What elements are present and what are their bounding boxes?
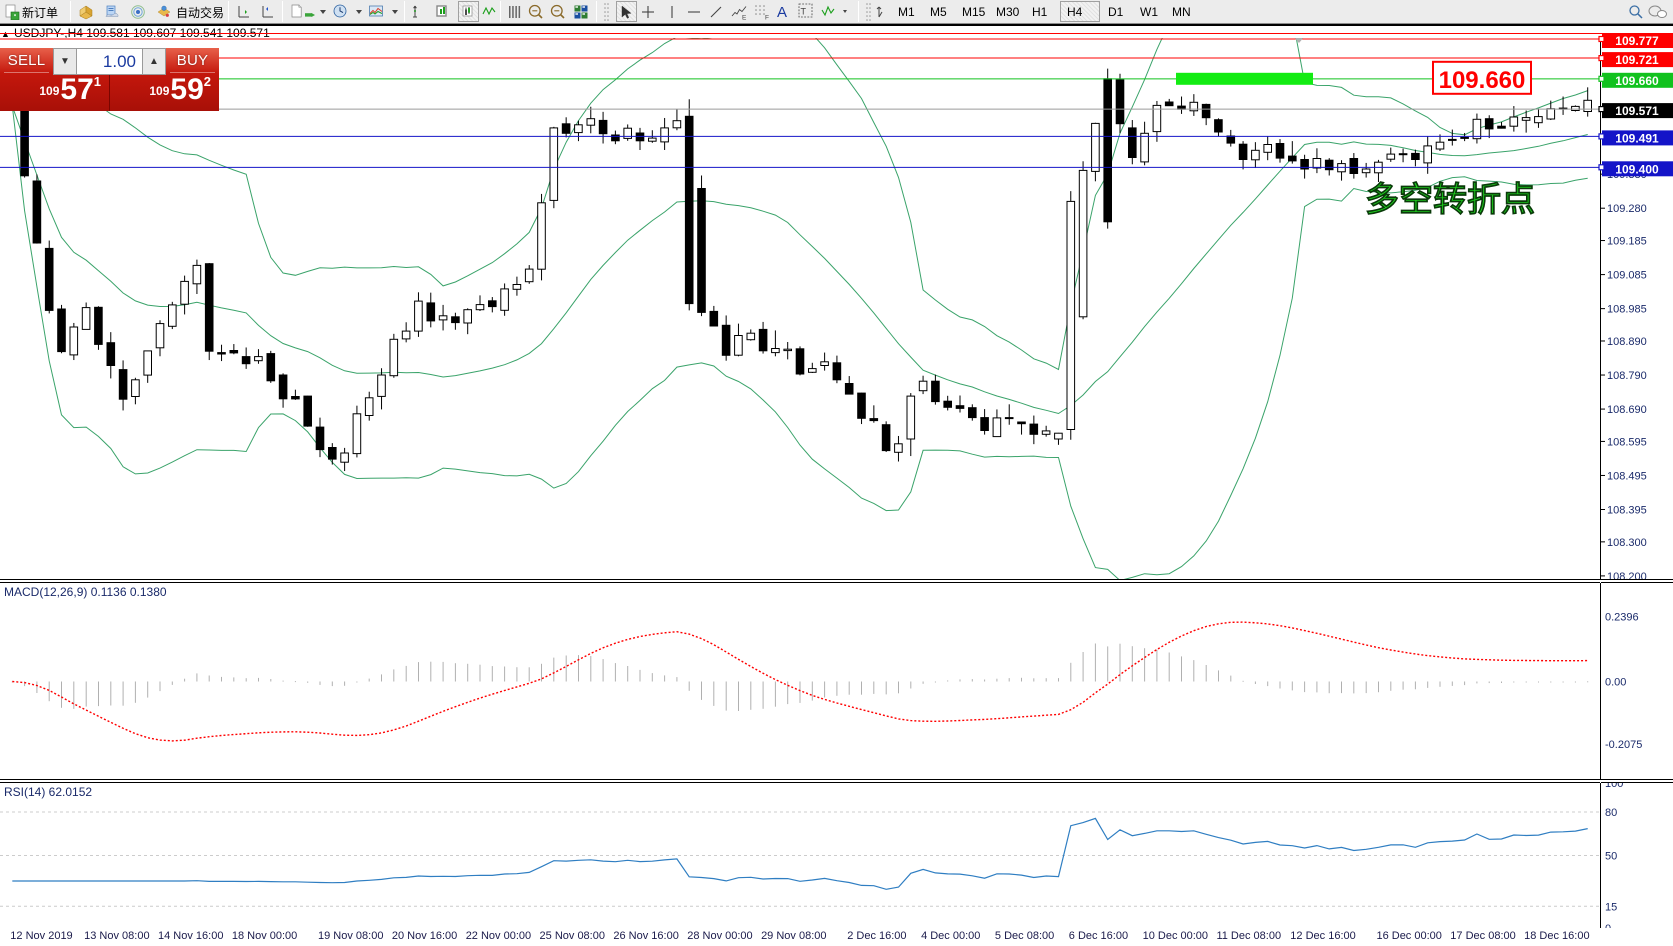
svg-text:0.2396: 0.2396 [1605, 612, 1639, 624]
svg-text:0.00: 0.00 [1605, 677, 1626, 689]
svg-text:109.400: 109.400 [1615, 162, 1659, 176]
svg-text:多空转折点: 多空转折点 [1365, 181, 1535, 219]
svg-text:109.660: 109.660 [1439, 67, 1526, 94]
svg-text:108.395: 108.395 [1607, 505, 1647, 517]
svg-text:E: E [742, 15, 747, 21]
svg-text:100: 100 [1605, 783, 1623, 790]
svg-text:109.280: 109.280 [1607, 203, 1647, 215]
svg-text:T: T [801, 7, 807, 17]
svg-text:108.790: 108.790 [1607, 370, 1647, 382]
svg-text:109.491: 109.491 [1615, 131, 1659, 145]
svg-text:108.300: 108.300 [1607, 537, 1647, 549]
svg-text:F: F [765, 15, 769, 21]
svg-text:80: 80 [1605, 807, 1617, 819]
svg-text:109.185: 109.185 [1607, 236, 1647, 248]
svg-text:0: 0 [1605, 923, 1611, 928]
svg-text:15: 15 [1605, 901, 1617, 913]
svg-text:108.690: 108.690 [1607, 404, 1647, 416]
svg-text:109.777: 109.777 [1615, 34, 1659, 48]
svg-text:109.721: 109.721 [1615, 53, 1659, 67]
svg-text:108.595: 108.595 [1607, 436, 1647, 448]
svg-text:109.085: 109.085 [1607, 270, 1647, 282]
svg-text:108.890: 108.890 [1607, 336, 1647, 348]
svg-text:50: 50 [1605, 851, 1617, 863]
svg-text:108.495: 108.495 [1607, 471, 1647, 483]
svg-text:-0.2075: -0.2075 [1605, 739, 1642, 751]
svg-text:109.660: 109.660 [1615, 74, 1659, 88]
svg-text:108.985: 108.985 [1607, 304, 1647, 316]
svg-text:109.571: 109.571 [1615, 104, 1659, 118]
